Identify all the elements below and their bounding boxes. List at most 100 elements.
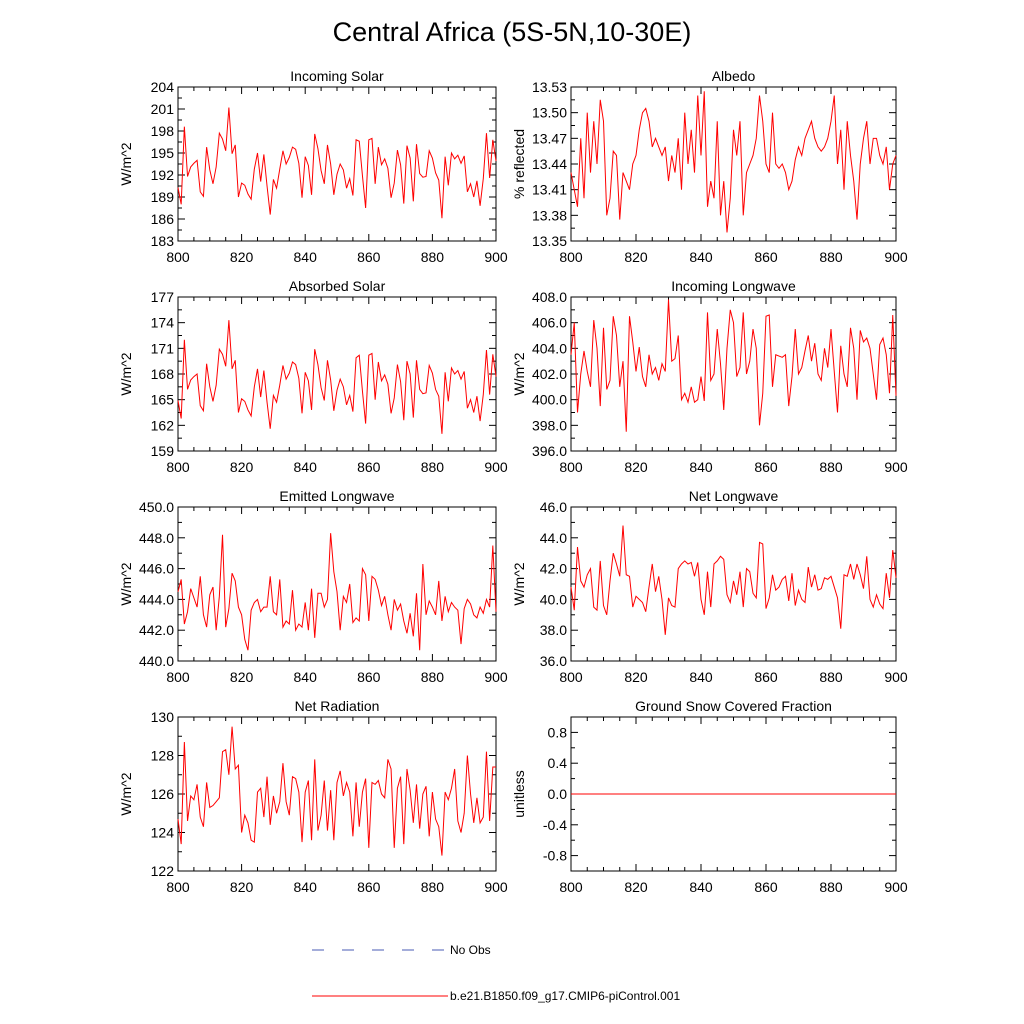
x-tick-label: 820 bbox=[230, 249, 254, 265]
x-tick-label: 880 bbox=[819, 249, 843, 265]
panel-3: Absorbed Solar 800 820 840 860 880 900 159 162 16… bbox=[118, 278, 508, 475]
plot-frame bbox=[177, 86, 497, 242]
x-tick-label: 860 bbox=[357, 459, 381, 475]
x-tick-label: 840 bbox=[689, 879, 713, 895]
x-tick-label: 820 bbox=[230, 879, 254, 895]
y-axis-label: W/m^2 bbox=[118, 562, 134, 605]
series-line-1 bbox=[177, 533, 497, 651]
x-tick-label: 900 bbox=[884, 459, 908, 475]
y-tick-label: 13.53 bbox=[532, 79, 567, 95]
y-tick-label: 13.47 bbox=[532, 130, 567, 146]
x-tick-label: 860 bbox=[357, 249, 381, 265]
series-line-1 bbox=[177, 320, 497, 434]
y-tick-label: 46.0 bbox=[540, 499, 567, 515]
plot-frame bbox=[177, 506, 497, 662]
x-tick-label: 800 bbox=[166, 249, 190, 265]
y-tick-label: 124 bbox=[151, 825, 175, 841]
x-tick-label: 880 bbox=[421, 669, 445, 685]
y-tick-label: 201 bbox=[151, 101, 175, 117]
y-tick-label: 42.0 bbox=[540, 561, 567, 577]
panel-5: Emitted Longwave 800 820 840 860 880 900 440.0 4… bbox=[118, 488, 508, 685]
x-tick-label: 900 bbox=[884, 669, 908, 685]
plot-frame bbox=[177, 296, 497, 452]
y-tick-label: 198 bbox=[151, 123, 175, 139]
x-tick-label: 820 bbox=[624, 879, 648, 895]
y-tick-label: 448.0 bbox=[139, 530, 174, 546]
y-tick-label: 38.0 bbox=[540, 622, 567, 638]
x-tick-label: 840 bbox=[294, 669, 318, 685]
y-tick-label: 442.0 bbox=[139, 622, 174, 638]
y-tick-label: 159 bbox=[151, 443, 175, 459]
panel-7: Net Radiation 800 820 840 860 880 900 122 124 126… bbox=[118, 698, 508, 895]
y-tick-label: -0.8 bbox=[543, 848, 567, 864]
x-tick-label: 800 bbox=[559, 879, 583, 895]
x-tick-label: 800 bbox=[559, 459, 583, 475]
y-tick-label: 192 bbox=[151, 167, 175, 183]
y-tick-label: 404.0 bbox=[532, 340, 567, 356]
legend-model-label: b.e21.B1850.f09_g17.CMIP6-piControl.001 bbox=[450, 989, 680, 1003]
y-axis-label: W/m^2 bbox=[118, 142, 134, 185]
y-tick-label: 40.0 bbox=[540, 591, 567, 607]
y-tick-label: 13.35 bbox=[532, 233, 567, 249]
y-tick-label: 174 bbox=[151, 315, 175, 331]
x-tick-label: 900 bbox=[484, 669, 508, 685]
y-tick-label: 406.0 bbox=[532, 315, 567, 331]
x-tick-label: 880 bbox=[819, 879, 843, 895]
y-tick-label: 396.0 bbox=[532, 443, 567, 459]
panel-title: Ground Snow Covered Fraction bbox=[635, 698, 832, 714]
y-tick-label: 171 bbox=[151, 340, 175, 356]
y-tick-label: 398.0 bbox=[532, 417, 567, 433]
y-tick-label: 122 bbox=[151, 863, 175, 879]
y-tick-label: 183 bbox=[151, 233, 175, 249]
x-tick-label: 860 bbox=[754, 879, 778, 895]
x-tick-label: 880 bbox=[421, 249, 445, 265]
y-tick-label: 126 bbox=[151, 786, 175, 802]
y-tick-label: 177 bbox=[151, 289, 175, 305]
panel-title: Net Longwave bbox=[689, 488, 779, 504]
series-line-1 bbox=[570, 525, 897, 635]
y-axis-label: W/m^2 bbox=[118, 352, 134, 395]
x-tick-label: 800 bbox=[559, 669, 583, 685]
x-tick-label: 900 bbox=[484, 879, 508, 895]
y-tick-label: 440.0 bbox=[139, 653, 174, 669]
x-tick-label: 900 bbox=[484, 459, 508, 475]
y-tick-label: 165 bbox=[151, 392, 175, 408]
y-tick-label: 13.50 bbox=[532, 105, 567, 121]
plot-frame bbox=[177, 716, 497, 872]
plot-frame bbox=[570, 296, 897, 452]
legend: No Obs b.e21.B1850.f09_g17.CMIP6-piContr… bbox=[312, 943, 680, 1003]
x-tick-label: 840 bbox=[294, 459, 318, 475]
panel-title: Incoming Longwave bbox=[671, 278, 796, 294]
x-tick-label: 820 bbox=[230, 459, 254, 475]
series-line-1 bbox=[570, 91, 897, 233]
x-tick-label: 900 bbox=[484, 249, 508, 265]
y-tick-label: 186 bbox=[151, 211, 175, 227]
x-tick-label: 880 bbox=[819, 459, 843, 475]
panel-title: Absorbed Solar bbox=[289, 278, 386, 294]
x-tick-label: 860 bbox=[357, 879, 381, 895]
y-tick-label: 402.0 bbox=[532, 366, 567, 382]
x-tick-label: 820 bbox=[230, 669, 254, 685]
series-line-1 bbox=[570, 299, 897, 432]
y-tick-label: 400.0 bbox=[532, 392, 567, 408]
panel-title: Net Radiation bbox=[295, 698, 380, 714]
panel-title: Albedo bbox=[712, 68, 756, 84]
x-tick-label: 860 bbox=[357, 669, 381, 685]
x-tick-label: 840 bbox=[689, 459, 713, 475]
y-tick-label: 444.0 bbox=[139, 591, 174, 607]
x-tick-label: 800 bbox=[559, 249, 583, 265]
x-tick-label: 860 bbox=[754, 459, 778, 475]
y-tick-label: 44.0 bbox=[540, 530, 567, 546]
y-tick-label: 168 bbox=[151, 366, 175, 382]
panels-group: Incoming Solar 800 820 840 860 880 900 183 186 18… bbox=[118, 68, 908, 895]
y-tick-label: 450.0 bbox=[139, 499, 174, 515]
y-tick-label: 162 bbox=[151, 417, 175, 433]
y-axis-label: % reflected bbox=[511, 129, 527, 199]
y-tick-label: 13.38 bbox=[532, 207, 567, 223]
x-tick-label: 800 bbox=[166, 459, 190, 475]
series-line-1 bbox=[177, 107, 497, 219]
x-tick-label: 840 bbox=[689, 249, 713, 265]
panel-2: Albedo 800 820 840 860 880 900 13.35 13.38 13.41 1… bbox=[511, 68, 908, 265]
y-tick-label: 13.44 bbox=[532, 156, 567, 172]
